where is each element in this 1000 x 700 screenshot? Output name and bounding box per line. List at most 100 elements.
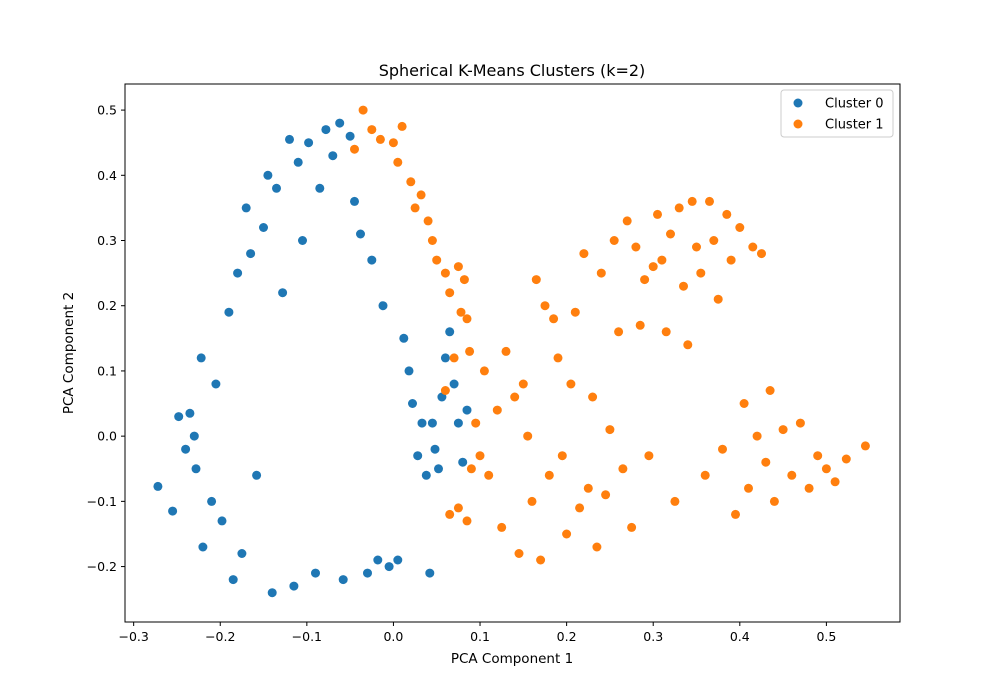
data-point [731,509,740,519]
data-point [696,268,706,278]
y-tick-label: 0.2 [97,298,117,313]
data-point [196,353,206,363]
data-point [440,353,450,363]
data-point [744,483,753,493]
data-point [778,425,788,435]
data-point [631,242,641,252]
data-point [527,496,537,506]
y-tick-label: 0.5 [97,103,117,118]
data-point [459,275,469,285]
data-point [479,366,489,376]
x-tick-label: 0.0 [383,629,403,644]
points-layer [153,105,870,598]
data-point [185,408,195,418]
data-point [181,444,191,454]
data-point [440,268,450,278]
y-tick-label: 0.1 [97,363,117,378]
data-point [417,418,427,428]
legend-box [780,89,894,138]
data-point [246,249,256,259]
data-point [618,464,628,474]
data-point [453,418,463,428]
data-point [752,431,762,441]
data-point [860,441,870,451]
data-point [228,575,238,585]
data-point [549,314,559,324]
legend-marker [793,119,803,129]
data-point [683,340,693,350]
data-point [514,549,524,558]
data-point [421,470,431,480]
data-point [726,255,736,265]
data-point [311,568,320,578]
data-point [397,121,407,131]
data-point [237,549,247,558]
data-point [263,170,273,180]
data-point [553,353,563,363]
data-point [588,392,598,402]
y-tick-label: 0.0 [97,429,117,444]
x-tick-label: 0.2 [557,629,577,644]
x-tick-label: −0.2 [205,629,235,644]
data-point [648,262,658,272]
data-point [198,542,208,552]
data-point [427,418,437,428]
data-point [592,542,602,552]
data-point [241,203,251,213]
data-point [449,353,459,363]
data-point [321,125,331,135]
data-point [475,451,485,461]
data-point [601,490,611,500]
data-point [531,275,541,285]
legend-label: Cluster 0 [825,97,884,112]
data-point [700,470,710,480]
data-point [425,568,435,578]
data-point [350,144,359,154]
data-point [358,105,368,115]
data-point [705,196,714,206]
data-point [627,522,637,532]
data-point [432,255,442,265]
data-point [471,418,481,428]
data-point [557,451,567,461]
data-point [536,555,546,565]
data-point [217,516,227,526]
data-point [207,496,217,506]
data-point [757,249,766,259]
data-point [653,209,662,219]
data-point [252,470,262,480]
data-point [416,190,426,200]
data-point [315,183,325,193]
data-point [350,196,359,206]
data-point [687,196,697,206]
data-point [406,177,416,187]
data-point [579,249,589,259]
data-point [345,131,355,141]
data-point [605,425,615,435]
y-tick-label: 0.4 [97,168,117,183]
data-point [679,281,688,291]
data-point [304,138,314,148]
x-axis-label: PCA Component 1 [451,651,573,667]
data-point [722,209,732,219]
legend-label: Cluster 1 [825,118,884,133]
data-point [259,223,268,232]
data-point [540,301,550,311]
data-point [518,379,528,389]
data-point [285,134,294,144]
data-point [328,151,338,161]
data-point [765,386,775,395]
data-point [440,386,450,395]
data-point [458,457,468,467]
data-point [692,242,701,252]
data-point [191,464,201,474]
x-tick-label: 0.1 [470,629,490,644]
legend-marker [793,98,803,108]
data-point [739,399,749,408]
x-tick-label: 0.5 [816,629,836,644]
data-point [393,157,403,167]
data-point [404,366,414,376]
data-point [795,418,805,428]
data-point [153,481,163,491]
